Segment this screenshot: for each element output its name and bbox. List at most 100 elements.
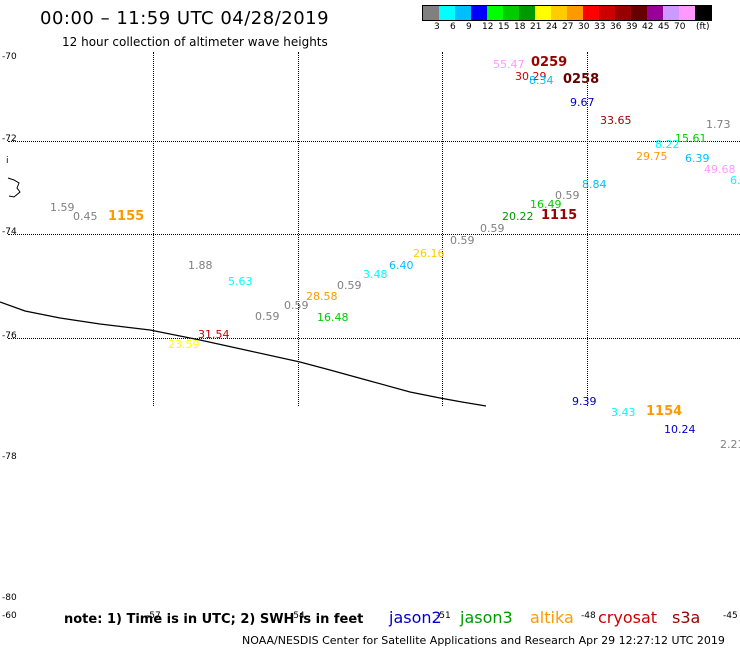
legend-label: 9 bbox=[466, 22, 472, 32]
swh-value: 20.22 bbox=[502, 210, 534, 223]
swh-value: 16.49 bbox=[530, 198, 562, 211]
lon-label: -57 bbox=[146, 611, 161, 621]
note-text: note: 1) Time is in UTC; 2) SWH is in fe… bbox=[64, 612, 364, 627]
swh-value: 3.43 bbox=[611, 406, 636, 419]
legend-swatch bbox=[487, 6, 503, 20]
swh-value: 30.29 bbox=[515, 70, 547, 83]
lon-label: -54 bbox=[290, 611, 305, 621]
swh-value: 0.59 bbox=[555, 189, 580, 202]
legend-label: 70 bbox=[674, 22, 686, 32]
swh-value: 6.39 bbox=[685, 152, 710, 165]
legend-label: 18 bbox=[514, 22, 526, 32]
swh-value: 28.58 bbox=[306, 290, 338, 303]
legend-label: 15 bbox=[498, 22, 510, 32]
lon-label: -45 bbox=[723, 611, 738, 621]
swh-value: 16.48 bbox=[317, 311, 349, 324]
legend-swatch bbox=[583, 6, 599, 20]
legend-swatch bbox=[535, 6, 551, 20]
pass-time: 1154 bbox=[646, 404, 683, 419]
swh-value: 0.59 bbox=[284, 299, 309, 312]
swh-value: 0.59 bbox=[255, 310, 280, 323]
pass-time: 1155 bbox=[108, 209, 145, 224]
swh-value: 1.88 bbox=[188, 259, 213, 272]
legend-label: 45 bbox=[658, 22, 670, 32]
legend-label: 27 bbox=[562, 22, 574, 32]
legend-swatch bbox=[519, 6, 535, 20]
pass-time: 0258 bbox=[563, 72, 600, 87]
edge-mark: i bbox=[6, 156, 9, 166]
swh-value: 5.63 bbox=[228, 275, 253, 288]
swh-value: 9.67 bbox=[570, 96, 595, 109]
satellite-label: jason2 bbox=[389, 608, 442, 627]
footer-credit: NOAA/NESDIS Center for Satellite Applica… bbox=[242, 634, 725, 647]
legend-swatch bbox=[679, 6, 695, 20]
lat-label: -74 bbox=[2, 227, 17, 237]
satellite-label: jason3 bbox=[460, 608, 513, 627]
legend-label: 6 bbox=[450, 22, 456, 32]
swh-value: 1.73 bbox=[706, 118, 731, 131]
legend-swatch bbox=[471, 6, 487, 20]
legend-swatch bbox=[503, 6, 519, 20]
swh-value: 0.59 bbox=[480, 222, 505, 235]
swh-value: 23.59 bbox=[168, 338, 200, 351]
pass-time: 0259 bbox=[531, 55, 568, 70]
legend-label: 36 bbox=[610, 22, 622, 32]
swh-value: 0.59 bbox=[450, 234, 475, 247]
swh-value: 10.24 bbox=[664, 423, 696, 436]
swh-value: 0.59 bbox=[337, 279, 362, 292]
swh-value: 26.16 bbox=[413, 247, 445, 260]
legend-swatch bbox=[551, 6, 567, 20]
swh-value: 6.40 bbox=[389, 259, 414, 272]
swh-value: 8.34 bbox=[529, 74, 554, 87]
satellite-label: altika bbox=[530, 608, 574, 627]
swh-value: 33.65 bbox=[600, 114, 632, 127]
pass-time: 1115 bbox=[541, 208, 578, 223]
legend-swatch bbox=[631, 6, 647, 20]
map-title: 00:00 – 11:59 UTC 04/28/2019 bbox=[40, 8, 330, 29]
grid-line-lat-76 bbox=[8, 338, 740, 339]
swh-value: 1.59 bbox=[50, 201, 75, 214]
legend-swatch bbox=[599, 6, 615, 20]
grid-line-lon-51 bbox=[442, 52, 443, 406]
legend-label: 33 bbox=[594, 22, 606, 32]
grid-line-lon-48 bbox=[587, 52, 588, 406]
legend-swatch bbox=[567, 6, 583, 20]
lat-label: -80 bbox=[2, 593, 17, 603]
lon-label: -48 bbox=[581, 611, 596, 621]
legend-swatch bbox=[615, 6, 631, 20]
swh-value: 8.84 bbox=[582, 178, 607, 191]
legend-swatch bbox=[455, 6, 471, 20]
map-subtitle: 12 hour collection of altimeter wave hei… bbox=[62, 35, 328, 49]
color-legend bbox=[422, 5, 712, 21]
swh-value: 0.45 bbox=[73, 210, 98, 223]
legend-label: 39 bbox=[626, 22, 638, 32]
legend-label: 30 bbox=[578, 22, 590, 32]
swh-value: 29.75 bbox=[636, 150, 668, 163]
lat-label: -70 bbox=[2, 52, 17, 62]
legend-swatch bbox=[695, 6, 711, 20]
legend-label: 21 bbox=[530, 22, 542, 32]
legend-swatch bbox=[439, 6, 455, 20]
swh-value: 31.54 bbox=[198, 328, 230, 341]
lon-label: -51 bbox=[436, 611, 451, 621]
legend-label: 3 bbox=[434, 22, 440, 32]
grid-line-lat-74 bbox=[8, 234, 740, 235]
legend-label: 42 bbox=[642, 22, 654, 32]
legend-label: (ft) bbox=[696, 22, 710, 32]
grid-line-lon-57 bbox=[153, 52, 154, 406]
swh-value: 15.61 bbox=[675, 132, 707, 145]
swh-value: 3.48 bbox=[363, 268, 388, 281]
satellite-label: s3a bbox=[672, 608, 701, 627]
grid-line-lon-54 bbox=[298, 52, 299, 406]
legend-label: 12 bbox=[482, 22, 494, 32]
swh-value: 2.21 bbox=[720, 438, 740, 451]
legend-swatch bbox=[663, 6, 679, 20]
legend-label: 24 bbox=[546, 22, 558, 32]
lat-label: -76 bbox=[2, 331, 17, 341]
swh-value: 49.68 bbox=[704, 163, 736, 176]
satellite-label: cryosat bbox=[598, 608, 658, 627]
legend-swatch bbox=[647, 6, 663, 20]
lat-label: -72 bbox=[2, 134, 17, 144]
swh-value: 6. bbox=[730, 174, 740, 187]
